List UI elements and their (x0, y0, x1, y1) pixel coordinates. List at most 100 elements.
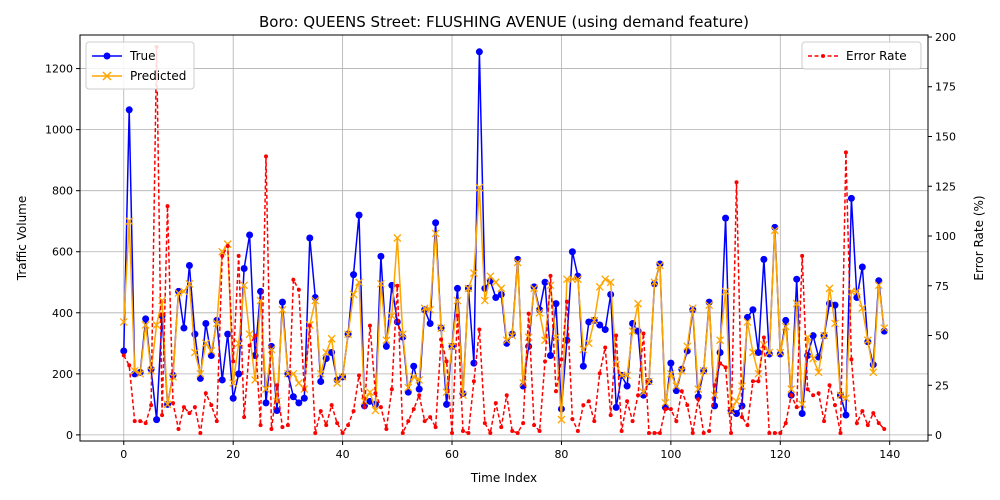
point-true (125, 106, 133, 114)
point-error-rate (838, 431, 843, 436)
point-predicted (453, 296, 462, 305)
point-true (289, 393, 297, 401)
point-error-rate (488, 431, 493, 436)
point-true (743, 313, 751, 321)
point-predicted (141, 321, 150, 329)
point-predicted (289, 369, 298, 378)
point-true (443, 400, 451, 408)
point-true (749, 306, 757, 314)
point-error-rate (745, 423, 750, 428)
point-true (782, 316, 790, 324)
point-true (262, 399, 270, 407)
point-true (306, 234, 314, 242)
point-predicted (371, 406, 380, 415)
point-predicted (409, 372, 418, 381)
point-error-rate (510, 429, 515, 434)
point-error-rate (800, 253, 805, 258)
point-predicted (541, 336, 549, 345)
point-true (350, 271, 358, 279)
point-predicted (130, 366, 139, 375)
point-predicted (349, 290, 358, 299)
point-error-rate (816, 391, 821, 396)
point-predicted (459, 391, 467, 400)
point-true (404, 388, 412, 396)
point-predicted (623, 371, 632, 380)
y-left-tick-label: 600 (52, 246, 73, 259)
axes: 0 20 40 60 80 100 120 140 0 200 400 600 800 1000 1200 0… (45, 31, 956, 461)
point-error-rate (723, 365, 728, 370)
point-predicted (557, 415, 566, 424)
series-predicted-markers (119, 183, 889, 424)
point-error-rate (324, 423, 329, 428)
point-predicted (480, 296, 489, 305)
point-error-rate (811, 393, 816, 398)
point-error-rate (422, 419, 427, 424)
point-predicted (426, 305, 435, 314)
point-predicted (278, 305, 287, 314)
point-true (754, 348, 762, 356)
point-true (568, 248, 576, 256)
point-error-rate (482, 421, 487, 426)
point-predicted (759, 340, 768, 349)
point-predicted (677, 366, 686, 375)
point-error-rate (646, 431, 651, 436)
x-tick-label: 100 (660, 448, 681, 461)
point-true (530, 283, 538, 291)
point-error-rate (865, 423, 870, 428)
point-true (733, 410, 741, 418)
legend-right-box (801, 41, 922, 70)
point-true (246, 231, 254, 239)
point-true (475, 48, 483, 56)
point-true (300, 394, 308, 402)
point-predicted (524, 333, 533, 342)
point-error-rate (794, 405, 799, 410)
point-predicted (863, 336, 872, 345)
point-error-rate (373, 391, 378, 396)
y-right-tick-label: 100 (935, 230, 956, 243)
point-error-rate (187, 411, 192, 416)
point-predicted (710, 391, 719, 400)
point-predicted (858, 304, 867, 313)
point-error-rate (318, 409, 323, 414)
point-error-rate (274, 383, 279, 388)
point-error-rate (340, 431, 345, 436)
point-predicted (136, 369, 145, 378)
point-error-rate (280, 425, 285, 430)
point-predicted (573, 275, 582, 284)
point-predicted (738, 382, 746, 391)
y-left-tick-label: 800 (52, 185, 73, 198)
point-error-rate (384, 427, 389, 432)
point-true (278, 298, 286, 306)
point-error-rate (253, 333, 258, 338)
point-error-rate (832, 403, 837, 408)
point-true (798, 410, 806, 418)
x-tick-label: 120 (770, 448, 791, 461)
point-predicted (743, 317, 752, 326)
point-predicted (798, 400, 807, 409)
point-true (667, 359, 675, 367)
point-error-rate (564, 299, 569, 304)
point-error-rate (603, 345, 608, 350)
point-predicted (628, 327, 637, 336)
point-error-rate (395, 283, 400, 288)
point-error-rate (433, 425, 438, 430)
point-true (552, 300, 560, 308)
point-true (142, 315, 150, 323)
legend-left: True Predicted (85, 41, 195, 90)
point-error-rate (712, 383, 717, 388)
point-error-rate (504, 393, 509, 398)
legend-error-marker (821, 54, 825, 58)
point-predicted (869, 368, 878, 377)
point-predicted (464, 284, 473, 293)
point-error-rate (444, 359, 449, 364)
legend-predicted-label: Predicted (130, 69, 186, 83)
point-true (202, 319, 210, 327)
y-right-tick-label: 125 (935, 180, 956, 193)
point-error-rate (657, 431, 662, 436)
point-predicted (497, 284, 506, 293)
point-error-rate (362, 405, 367, 410)
point-predicted (584, 339, 593, 348)
point-error-rate (679, 389, 684, 394)
point-error-rate (329, 403, 334, 408)
point-error-rate (209, 403, 214, 408)
